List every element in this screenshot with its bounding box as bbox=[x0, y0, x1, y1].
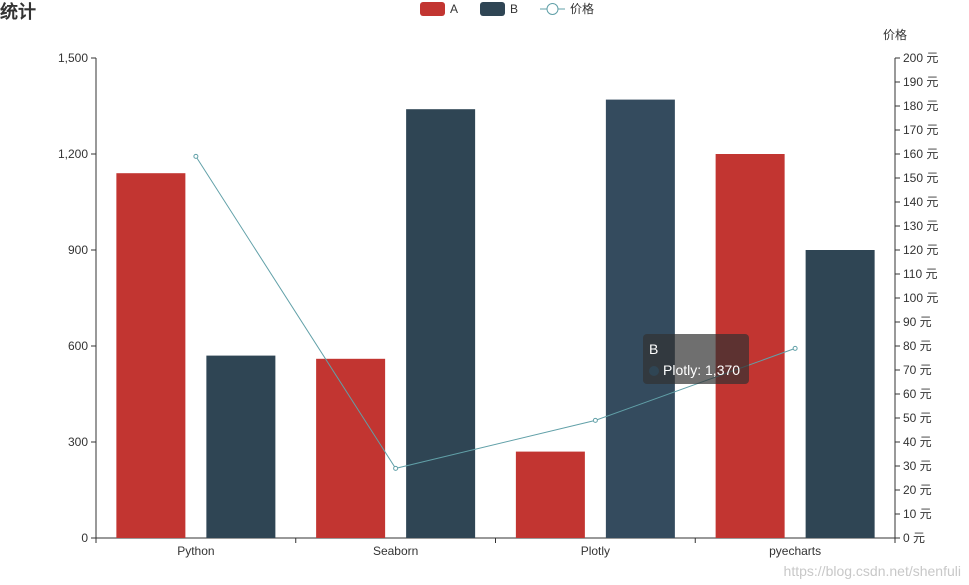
bar-B-Python bbox=[206, 355, 276, 538]
y-left-tick-label: 300 bbox=[68, 435, 88, 449]
line-point-Seaborn bbox=[393, 465, 399, 471]
y-left-tick-label: 1,200 bbox=[58, 147, 88, 161]
bar-A-Plotly bbox=[515, 451, 585, 538]
y-right-tick-label: 70 元 bbox=[903, 363, 932, 377]
bar-B-pyecharts bbox=[805, 250, 875, 538]
watermark: https://blog.csdn.net/shenfuli bbox=[783, 563, 961, 579]
y-left-tick-label: 1,500 bbox=[58, 51, 88, 65]
y-left-tick-label: 900 bbox=[68, 243, 88, 257]
tooltip: B Plotly: 1,370 bbox=[643, 334, 749, 384]
x-tick-label: Seaborn bbox=[373, 544, 418, 558]
legend-label-B: B bbox=[510, 2, 518, 16]
legend-label-A: A bbox=[450, 2, 458, 16]
y-right-tick-label: 140 元 bbox=[903, 195, 938, 209]
line-point-Python bbox=[193, 153, 199, 159]
y-right-tick-label: 150 元 bbox=[903, 171, 938, 185]
bar-A-Python bbox=[116, 173, 186, 538]
x-tick-label: Plotly bbox=[581, 544, 610, 558]
line-series-价格 bbox=[195, 156, 796, 469]
y-right-tick-label: 130 元 bbox=[903, 219, 938, 233]
x-tick-label: pyecharts bbox=[769, 544, 821, 558]
y-right-tick-label: 200 元 bbox=[903, 51, 938, 65]
y-right-tick-label: 40 元 bbox=[903, 435, 932, 449]
line-point-Plotly bbox=[592, 417, 598, 423]
tooltip-series-dot bbox=[649, 366, 659, 377]
chart-title: 统计 bbox=[0, 2, 36, 23]
bar-B-Seaborn bbox=[406, 109, 476, 538]
line-point-pyecharts bbox=[792, 345, 798, 351]
tooltip-title: B bbox=[649, 341, 659, 357]
tooltip-row: Plotly: 1,370 bbox=[649, 361, 743, 379]
bar-B-Plotly bbox=[605, 99, 675, 538]
y-right-axis-name: 价格 bbox=[883, 27, 907, 42]
legend-marker-A bbox=[420, 2, 445, 16]
y-right-tick-label: 0 元 bbox=[903, 531, 925, 545]
y-right-tick-label: 100 元 bbox=[903, 291, 938, 305]
y-left-tick-label: 600 bbox=[68, 339, 88, 353]
y-right-tick-label: 160 元 bbox=[903, 147, 938, 161]
y-right-tick-label: 20 元 bbox=[903, 483, 932, 497]
y-left-tick-label: 0 bbox=[81, 531, 88, 545]
legend-circle-价格 bbox=[546, 3, 559, 15]
tooltip-value: Plotly: 1,370 bbox=[663, 362, 741, 378]
y-right-tick-label: 180 元 bbox=[903, 99, 938, 113]
y-right-tick-label: 190 元 bbox=[903, 75, 938, 89]
y-right-tick-label: 10 元 bbox=[903, 507, 932, 521]
y-right-tick-label: 60 元 bbox=[903, 387, 932, 401]
legend-label-价格: 价格 bbox=[570, 1, 594, 16]
y-right-tick-label: 80 元 bbox=[903, 339, 932, 353]
y-right-tick-label: 50 元 bbox=[903, 411, 932, 425]
x-tick-label: Python bbox=[177, 544, 214, 558]
y-right-tick-label: 90 元 bbox=[903, 315, 932, 329]
legend-marker-B bbox=[480, 2, 505, 16]
y-right-tick-label: 170 元 bbox=[903, 123, 938, 137]
bar-A-Seaborn bbox=[316, 358, 386, 538]
y-right-tick-label: 110 元 bbox=[903, 267, 937, 281]
y-right-tick-label: 120 元 bbox=[903, 243, 938, 257]
y-right-tick-label: 30 元 bbox=[903, 459, 932, 473]
